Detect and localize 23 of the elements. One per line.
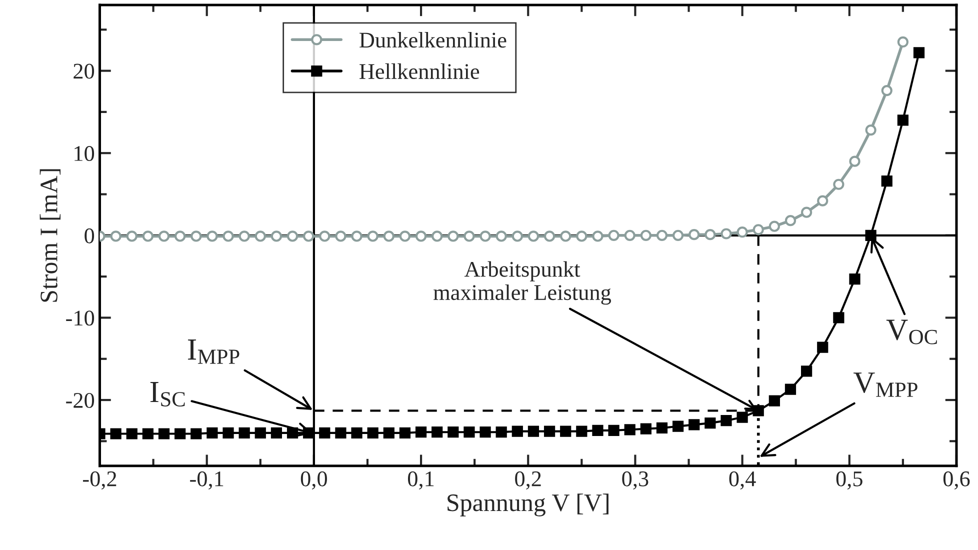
x-tick-label: 0,4	[729, 471, 756, 490]
y-tick-label: -20	[66, 392, 94, 408]
x-tick-label: 0,1	[408, 471, 434, 490]
y-tick-label: 20	[74, 64, 94, 79]
annotation: I$_{MPP}$	[188, 340, 240, 364]
y-tick-label: -10	[66, 310, 94, 326]
x-tick-label: -0,1	[190, 471, 224, 490]
annotation: V$_{MPP}$	[853, 372, 918, 397]
x-tick-label: 0,0	[300, 471, 327, 490]
annotation: V$_{OC}$	[886, 320, 937, 344]
legend-label: Dunkelkennlinie	[360, 32, 506, 48]
x-tick-label: 0,6	[943, 471, 970, 490]
annotation: I$_{SC}$	[150, 382, 185, 406]
x-axis-title: Spannung V [V]	[448, 494, 608, 516]
legend-label: Hellkennlinie	[360, 63, 480, 80]
x-tick-label: 0,2	[515, 471, 541, 490]
x-tick-label: 0,3	[622, 471, 648, 490]
y-tick-label: 10	[74, 146, 94, 162]
y-tick-label: 0	[84, 228, 94, 244]
y-axis-title: Strom I [mA]	[40, 169, 61, 302]
x-tick-label: 0,5	[836, 471, 862, 490]
annotation: Arbeitspunkt maximaler Leistung	[434, 261, 611, 305]
x-tick-label: -0,2	[82, 471, 116, 490]
